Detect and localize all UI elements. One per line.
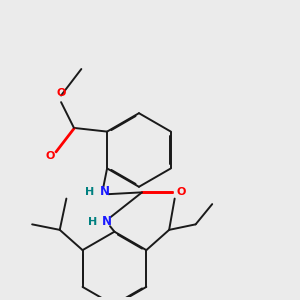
Text: O: O [177,187,186,197]
Text: N: N [102,215,112,228]
Text: H: H [85,187,94,196]
Text: O: O [45,151,55,161]
Text: H: H [88,217,97,227]
Text: O: O [56,88,66,98]
Text: N: N [100,185,110,198]
